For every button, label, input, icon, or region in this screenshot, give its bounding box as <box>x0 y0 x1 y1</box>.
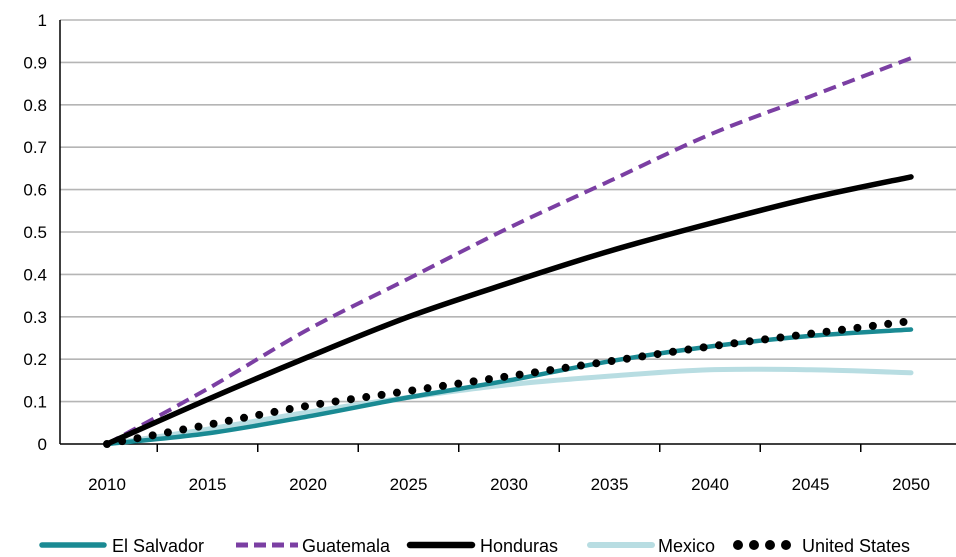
y-tick-label: 0.7 <box>23 138 47 157</box>
y-tick-label: 0.6 <box>23 181 47 200</box>
series-line-mexico <box>104 366 914 447</box>
x-tick-label: 2045 <box>792 475 830 494</box>
y-tick-label: 0.5 <box>23 223 47 242</box>
y-tick-label: 0.3 <box>23 308 47 327</box>
legend-label: Guatemala <box>302 536 391 556</box>
y-tick-label: 1 <box>38 11 47 30</box>
gridlines <box>60 19 956 403</box>
x-axis-ticks: 2010 2015 2020 2025 2030 2035 2040 2045 2050 <box>88 444 930 494</box>
legend-label: Mexico <box>658 536 715 556</box>
series-line-honduras <box>104 174 914 447</box>
legend-label: United States <box>802 536 910 556</box>
legend: El Salvador Guatemala Honduras Mexico United… <box>39 536 910 556</box>
series-line-guatemala <box>106 56 912 446</box>
y-tick-label: 0 <box>38 435 47 454</box>
x-tick-label: 2030 <box>490 475 528 494</box>
axes <box>59 20 956 445</box>
legend-label: Honduras <box>480 536 558 556</box>
x-tick-label: 2040 <box>691 475 729 494</box>
y-tick-label: 0.1 <box>23 393 47 412</box>
x-tick-label: 2050 <box>892 475 930 494</box>
series-line-united-states <box>103 317 915 448</box>
x-tick-label: 2015 <box>189 475 227 494</box>
x-tick-label: 2035 <box>591 475 629 494</box>
series-group <box>103 56 915 448</box>
y-tick-label: 0.4 <box>23 265 47 284</box>
y-tick-label: 0.8 <box>23 96 47 115</box>
x-tick-label: 2020 <box>289 475 327 494</box>
y-axis-ticks: 0 0.1 0.2 0.3 0.4 0.5 0.6 0.7 0.8 0.9 1 <box>23 11 47 454</box>
legend-label: El Salvador <box>112 536 204 556</box>
y-tick-label: 0.2 <box>23 350 47 369</box>
x-tick-label: 2025 <box>390 475 428 494</box>
x-tick-label: 2010 <box>88 475 126 494</box>
y-tick-label: 0.9 <box>23 53 47 72</box>
